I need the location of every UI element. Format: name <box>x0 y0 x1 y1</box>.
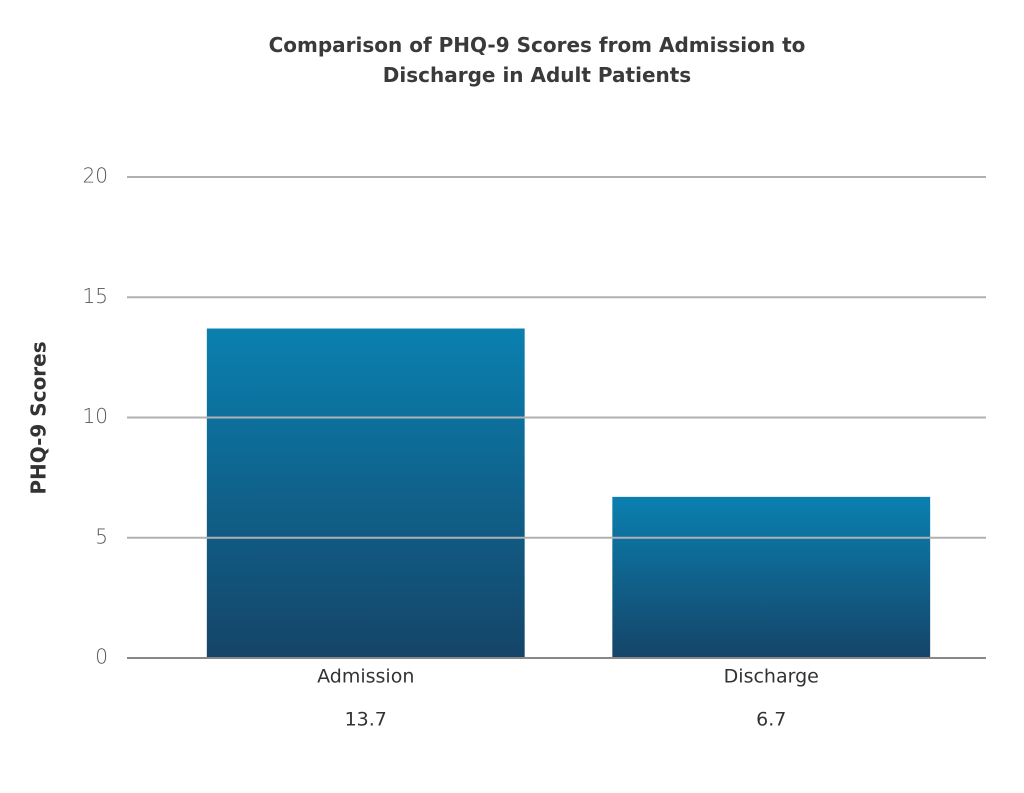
y-tick-label: 10 <box>83 404 108 428</box>
y-axis-label: PHQ-9 Scores <box>27 341 51 494</box>
y-tick-label: 0 <box>95 645 108 669</box>
bar <box>612 496 931 658</box>
bar <box>206 328 525 658</box>
y-tick-label: 20 <box>83 164 108 188</box>
x-tick-label: Discharge <box>724 666 819 688</box>
x-tick-label: Admission <box>317 666 414 688</box>
y-tick-label: 15 <box>83 284 108 308</box>
data-label: 6.7 <box>756 709 786 731</box>
data-label: 13.7 <box>345 709 387 731</box>
chart-title: Comparison of PHQ-9 Scores from Admissio… <box>268 33 806 87</box>
y-tick-label: 5 <box>95 524 108 548</box>
